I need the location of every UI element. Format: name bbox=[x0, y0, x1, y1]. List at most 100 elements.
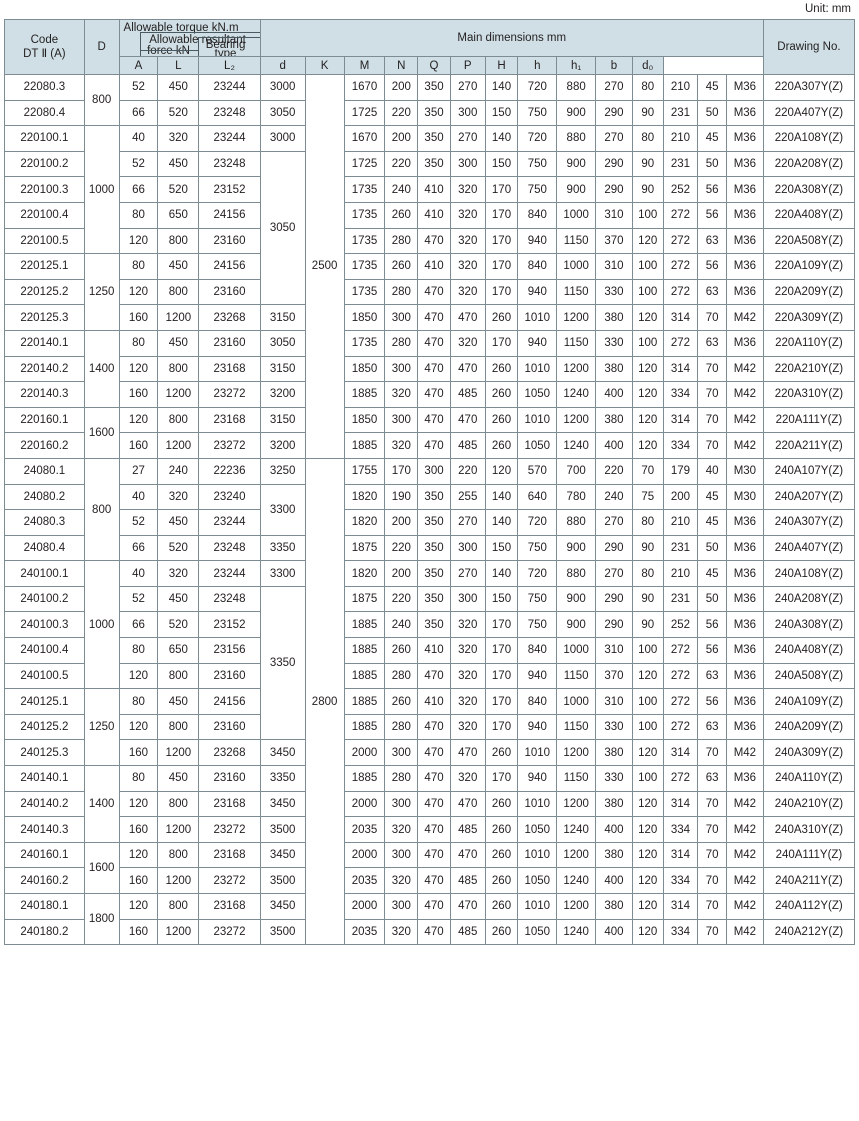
cell-allowable-force: 450 bbox=[157, 253, 200, 280]
cell-dimension-p: 1240 bbox=[556, 432, 597, 459]
cell-dimension-k: 470 bbox=[417, 329, 451, 357]
cell-dimension-h1: 314 bbox=[662, 841, 699, 869]
cell-dimension-b: 50 bbox=[697, 585, 727, 613]
cell-drawing-no: 220A407Y(Z) bbox=[762, 99, 856, 127]
cell-bearing-type: 23168 bbox=[198, 355, 261, 383]
table-row: 220160.1 1600 120 800 23168 3150 1850 300 470 470… bbox=[4, 406, 856, 459]
cell-allowable-force: 800 bbox=[157, 893, 200, 920]
cell-allowable-force: 800 bbox=[157, 713, 200, 741]
cell-dimension-n: 170 bbox=[484, 176, 519, 203]
cell-dimension-h1: 314 bbox=[662, 790, 699, 818]
cell-dimension-d0: M42 bbox=[725, 816, 764, 843]
header-col-l-2: L₂ bbox=[198, 56, 261, 75]
cell-dimension-h: 120 bbox=[631, 355, 664, 383]
cell-code: 240160.1 bbox=[4, 841, 85, 869]
cell-bearing-type: 23160 bbox=[198, 278, 261, 306]
cell-dimension-b: 45 bbox=[697, 74, 727, 101]
cell-dimension-k: 300 bbox=[417, 457, 451, 485]
cell-dimension-b: 70 bbox=[697, 790, 727, 818]
cell-code: 220160.1 bbox=[4, 406, 85, 434]
cell-drawing-no: 220A508Y(Z) bbox=[762, 227, 856, 255]
cell-dimension-l2: 2000 bbox=[343, 841, 386, 869]
table-row: 24080.4 66 520 23248 3350 1875 220 350 300 150 750… bbox=[4, 534, 856, 562]
cell-dimension-m: 300 bbox=[449, 99, 486, 127]
cell-dimension-h: 120 bbox=[631, 841, 664, 869]
cell-dimension-d: 320 bbox=[384, 918, 419, 946]
cell-dimension-l2: 2000 bbox=[343, 893, 386, 920]
cell-dimension-l2: 1885 bbox=[343, 713, 386, 741]
cell-dimension-d: 300 bbox=[384, 304, 419, 331]
cell-bearing-type: 23168 bbox=[198, 893, 261, 920]
header-col-b-12: b bbox=[595, 56, 633, 75]
cell-dimension-m: 270 bbox=[449, 74, 486, 101]
divider-torque-bottom bbox=[139, 32, 260, 33]
cell-dimension-d: 300 bbox=[384, 355, 419, 383]
cell-dimension-q: 1050 bbox=[517, 867, 558, 894]
cell-dimension-n: 170 bbox=[484, 201, 519, 229]
cell-dimension-k: 350 bbox=[417, 585, 451, 613]
cell-diameter: 800 bbox=[83, 73, 120, 127]
cell-dimension-b: 40 bbox=[697, 457, 727, 485]
cell-dimension-d: 280 bbox=[384, 278, 419, 306]
cell-allowable-force: 240 bbox=[157, 457, 200, 485]
cell-diameter: 1600 bbox=[83, 406, 120, 459]
cell-dimension-m: 300 bbox=[449, 585, 486, 613]
cell-dimension-l2: 2035 bbox=[343, 867, 386, 894]
cell-dimension-d0: M36 bbox=[725, 611, 764, 639]
cell-dimension-d0: M36 bbox=[725, 637, 764, 664]
cell-code: 240100.3 bbox=[4, 611, 85, 639]
cell-drawing-no: 240A110Y(Z) bbox=[762, 765, 856, 792]
cell-dimension-l2: 1885 bbox=[343, 381, 386, 408]
cell-dimension-h: 100 bbox=[631, 688, 664, 715]
cell-allowable-force: 1200 bbox=[157, 918, 200, 946]
cell-dimension-d0: M42 bbox=[725, 304, 764, 331]
cell-bearing-type: 24156 bbox=[198, 201, 261, 229]
cell-allowable-torque: 66 bbox=[118, 534, 159, 562]
cell-dimension-m: 470 bbox=[449, 304, 486, 331]
cell-dimension-d0: M36 bbox=[725, 201, 764, 229]
cell-code: 220140.3 bbox=[4, 381, 85, 408]
cell-dimension-d0: M36 bbox=[725, 278, 764, 306]
cell-dimension-h: 400 bbox=[595, 918, 633, 946]
cell-dimension-h: 70 bbox=[631, 457, 664, 485]
cell-dimension-q: 940 bbox=[517, 662, 558, 690]
cell-drawing-no: 220A209Y(Z) bbox=[762, 278, 856, 306]
cell-dimension-d: 170 bbox=[384, 457, 419, 485]
cell-dimension-d: 200 bbox=[384, 125, 419, 152]
cell-dimension-b: 70 bbox=[697, 841, 727, 869]
cell-drawing-no: 220A307Y(Z) bbox=[762, 74, 856, 101]
cell-dimension-k: 470 bbox=[417, 381, 451, 408]
cell-dimension-h1: 210 bbox=[662, 560, 699, 587]
table-row: 22080.3 800 52 450 23244 3000 2500 1670 200 350 27… bbox=[4, 73, 856, 459]
cell-dimension-h1: 314 bbox=[662, 355, 699, 383]
cell-dimension-d0: M42 bbox=[725, 381, 764, 408]
cell-dimension-n: 170 bbox=[484, 637, 519, 664]
cell-drawing-no: 240A207Y(Z) bbox=[762, 483, 856, 511]
cell-dimension-p: 900 bbox=[556, 99, 597, 127]
cell-dimension-h: 370 bbox=[595, 662, 633, 690]
cell-allowable-force: 800 bbox=[157, 406, 200, 434]
cell-dimension-d0: M36 bbox=[725, 765, 764, 792]
cell-dimension-b: 70 bbox=[697, 355, 727, 383]
cell-bearing-type: 23240 bbox=[198, 483, 261, 511]
cell-dimension-q: 720 bbox=[517, 509, 558, 536]
cell-dimension-b: 50 bbox=[697, 150, 727, 178]
cell-dimension-k: 410 bbox=[417, 688, 451, 715]
cell-bearing-type: 23268 bbox=[198, 304, 261, 331]
cell-dimension-h: 120 bbox=[631, 227, 664, 255]
cell-diameter: 1000 bbox=[83, 560, 120, 690]
cell-dimension-b: 63 bbox=[697, 713, 727, 741]
table-row: 220125.3 160 1200 23268 3150 1850 300 470 470 260… bbox=[4, 304, 856, 331]
cell-dimension-m: 485 bbox=[449, 918, 486, 946]
cell-drawing-no: 240A408Y(Z) bbox=[762, 637, 856, 664]
cell-dimension-l2: 1725 bbox=[343, 150, 386, 178]
cell-dimension-m: 320 bbox=[449, 765, 486, 792]
cell-dimension-d0: M42 bbox=[725, 918, 764, 946]
cell-dimension-b: 70 bbox=[697, 893, 727, 920]
table-row: 220100.2 52 450 23248 3050 1725 220 350 300 150 75… bbox=[4, 150, 856, 306]
header-col-k-4: K bbox=[304, 56, 345, 75]
cell-dimension-l2: 1850 bbox=[343, 406, 386, 434]
cell-code: 24080.1 bbox=[4, 457, 85, 485]
cell-dimension-b: 56 bbox=[697, 176, 727, 203]
cell-dimension-n: 150 bbox=[484, 99, 519, 127]
